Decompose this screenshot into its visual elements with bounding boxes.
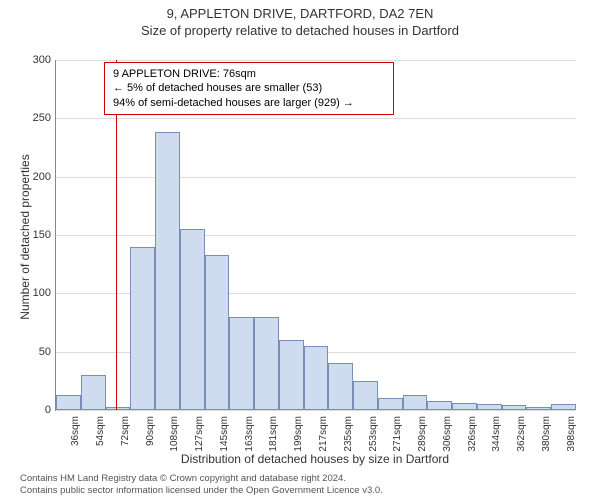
y-tick-label: 100 [21, 287, 51, 299]
gridline [56, 118, 576, 119]
histogram-bar [526, 407, 551, 411]
gridline [56, 60, 576, 61]
histogram-bar [452, 403, 477, 410]
gridline [56, 235, 576, 236]
histogram-bar [106, 407, 131, 411]
y-tick-label: 50 [21, 346, 51, 358]
gridline [56, 410, 576, 411]
footer-line2: Contains public sector information licen… [20, 485, 383, 496]
histogram-bar [551, 404, 576, 410]
footer-line1: Contains HM Land Registry data © Crown c… [20, 473, 383, 484]
annotation-line2: ← 5% of detached houses are smaller (53) [113, 81, 385, 95]
histogram-bar [130, 247, 155, 410]
annotation-box: 9 APPLETON DRIVE: 76sqm ← 5% of detached… [104, 62, 394, 115]
histogram-bar [279, 340, 304, 410]
footer-attribution: Contains HM Land Registry data © Crown c… [20, 473, 383, 496]
histogram-bar [353, 381, 378, 410]
gridline [56, 177, 576, 178]
annotation-line3: 94% of semi-detached houses are larger (… [113, 96, 385, 110]
chart-title: 9, APPLETON DRIVE, DARTFORD, DA2 7EN [0, 0, 600, 21]
x-axis-label: Distribution of detached houses by size … [55, 452, 575, 466]
histogram-bar [81, 375, 106, 410]
y-tick-label: 300 [21, 54, 51, 66]
histogram-bar [477, 404, 502, 410]
histogram-bar [427, 401, 452, 410]
histogram-bar [254, 317, 279, 410]
histogram-bar [180, 229, 205, 410]
histogram-bar [328, 363, 353, 410]
histogram-bar [403, 395, 428, 410]
y-tick-label: 150 [21, 229, 51, 241]
histogram-bar [502, 405, 527, 410]
histogram-bar [229, 317, 254, 410]
y-tick-label: 0 [21, 404, 51, 416]
histogram-bar [155, 132, 180, 410]
y-tick-label: 250 [21, 112, 51, 124]
histogram-bar [56, 395, 81, 410]
chart-subtitle: Size of property relative to detached ho… [0, 21, 600, 42]
annotation-line1: 9 APPLETON DRIVE: 76sqm [113, 67, 385, 81]
histogram-bar [378, 398, 403, 410]
histogram-bar [205, 255, 230, 410]
histogram-bar [304, 346, 329, 410]
y-tick-label: 200 [21, 171, 51, 183]
